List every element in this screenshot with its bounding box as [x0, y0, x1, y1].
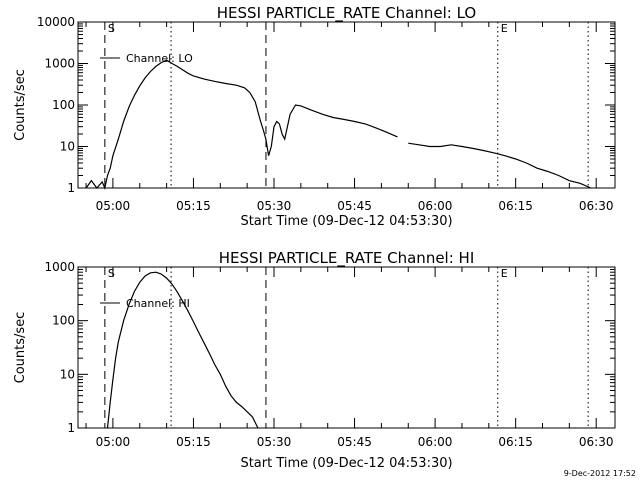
- chart-panel-hi: HESSI PARTICLE_RATE Channel: HI Counts/se…: [13, 249, 616, 471]
- marker-label: S: [108, 267, 115, 280]
- x-tick-label: 05:15: [176, 199, 211, 213]
- series-line: [408, 142, 592, 189]
- chart-title: HESSI PARTICLE_RATE Channel: HI: [219, 249, 475, 268]
- marker-label: S: [108, 22, 115, 35]
- y-axis-label: Counts/sec: [13, 69, 28, 141]
- x-tick-label: 06:00: [418, 199, 453, 213]
- x-axis-label: Start Time (09-Dec-12 04:53:30): [240, 214, 452, 229]
- x-tick-label: 06:00: [418, 435, 453, 449]
- x-tick-label: 06:15: [498, 199, 533, 213]
- y-tick-label: 1: [67, 421, 75, 435]
- x-tick-label: 05:30: [257, 199, 292, 213]
- marker-label: E: [501, 22, 508, 35]
- y-tick-label: 1000: [44, 260, 75, 274]
- y-tick-label: 10000: [37, 15, 75, 29]
- y-tick-label: 10: [60, 367, 75, 381]
- y-axis-label: Counts/sec: [13, 312, 28, 384]
- x-tick-label: 06:30: [579, 199, 614, 213]
- x-tick-label: 05:30: [257, 435, 292, 449]
- x-tick-label: 05:45: [337, 435, 372, 449]
- x-tick-label: 06:15: [498, 435, 533, 449]
- y-tick-label: 1000: [44, 57, 75, 71]
- y-tick-label: 10: [60, 140, 75, 154]
- footer-timestamp: 9-Dec-2012 17:52: [564, 469, 636, 478]
- x-tick-label: 06:30: [579, 435, 614, 449]
- x-tick-label: 05:15: [176, 435, 211, 449]
- x-tick-label: 05:00: [96, 435, 131, 449]
- x-tick-label: 05:00: [96, 199, 131, 213]
- y-tick-label: 100: [52, 314, 75, 328]
- x-axis-label: Start Time (09-Dec-12 04:53:30): [240, 456, 452, 471]
- chart-title: HESSI PARTICLE_RATE Channel: LO: [217, 4, 476, 23]
- legend-label: Channel: LO: [126, 52, 193, 65]
- y-tick-label: 100: [52, 98, 75, 112]
- plot-frame: [77, 21, 616, 189]
- marker-label: E: [501, 267, 508, 280]
- x-tick-label: 05:45: [337, 199, 372, 213]
- plot-frame: [77, 266, 616, 429]
- chart-panel-lo: HESSI PARTICLE_RATE Channel: LO Counts/se…: [13, 4, 616, 229]
- y-tick-label: 1: [67, 181, 75, 195]
- series-line: [106, 271, 259, 429]
- legend-label: Channel: HI: [126, 297, 190, 310]
- series-line: [85, 59, 398, 190]
